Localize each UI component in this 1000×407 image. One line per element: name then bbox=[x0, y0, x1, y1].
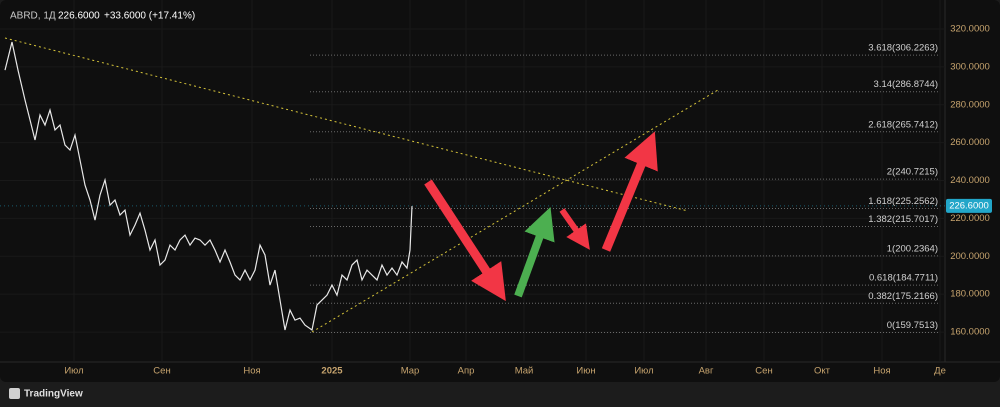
logo: TradingView bbox=[9, 388, 83, 400]
x-tick-label: Ноя bbox=[873, 366, 890, 377]
symbol: ABRD, 1Д bbox=[10, 11, 56, 22]
footer-brand: TradingView bbox=[24, 389, 83, 400]
price-line bbox=[4, 41, 413, 332]
price-change: +33.6000 (+17.41%) bbox=[104, 11, 195, 22]
x-tick-label: Июл bbox=[64, 366, 83, 377]
last-price-tag-label: 226.6000 bbox=[949, 200, 989, 211]
fib-label: 0.618(184.7711) bbox=[869, 273, 938, 284]
x-tick-label: Сен bbox=[153, 366, 170, 377]
y-tick-label: 200.0000 bbox=[950, 251, 990, 262]
last-price: 226.6000 bbox=[58, 11, 100, 22]
y-tick-label: 260.0000 bbox=[950, 137, 990, 148]
fib-label: 3.14(286.8744) bbox=[874, 79, 938, 90]
arrow bbox=[601, 131, 658, 252]
logo-icon bbox=[9, 388, 20, 399]
fib-label: 3.618(306.2263) bbox=[868, 43, 938, 54]
x-tick-label: Сен bbox=[755, 366, 772, 377]
x-tick-label: Апр bbox=[458, 366, 475, 377]
fib-label: 2(240.7215) bbox=[887, 167, 938, 178]
fib-label: 1.618(225.2562) bbox=[868, 196, 938, 207]
x-tick-label: Май bbox=[515, 366, 534, 377]
x-tick-label: Де bbox=[934, 366, 946, 377]
y-tick-label: 180.0000 bbox=[950, 289, 990, 300]
x-tick-label: Авг bbox=[699, 366, 714, 377]
arrow bbox=[514, 206, 555, 298]
y-tick-label: 160.0000 bbox=[950, 327, 990, 338]
y-tick-label: 240.0000 bbox=[950, 175, 990, 186]
plot bbox=[4, 41, 413, 332]
y-tick-label: 280.0000 bbox=[950, 99, 990, 110]
fib-label: 1.382(215.7017) bbox=[868, 214, 938, 225]
arrow bbox=[424, 179, 506, 302]
x-tick-label: 2025 bbox=[321, 366, 343, 377]
x-tick-label: Июн bbox=[576, 366, 595, 377]
trend-line bbox=[311, 89, 719, 333]
fib-label: 1(200.2364) bbox=[887, 243, 938, 254]
x-tick-label: Июл bbox=[634, 366, 653, 377]
y-tick-label: 320.0000 bbox=[950, 23, 990, 34]
x-tick-label: Мар bbox=[401, 366, 420, 377]
fib-label: 0.382(175.2166) bbox=[868, 291, 938, 302]
arrow bbox=[559, 208, 590, 250]
last-price-tag bbox=[946, 198, 992, 213]
y-tick-label: 220.0000 bbox=[950, 213, 990, 224]
chart-panel bbox=[0, 0, 1000, 382]
grid bbox=[0, 54, 945, 334]
x-tick-label: Окт bbox=[814, 366, 831, 377]
x-tick-label: Ноя bbox=[243, 366, 260, 377]
fib-label: 0(159.7513) bbox=[887, 320, 938, 331]
y-tick-label: 300.0000 bbox=[950, 61, 990, 72]
fib-label: 2.618(265.7412) bbox=[868, 119, 938, 130]
